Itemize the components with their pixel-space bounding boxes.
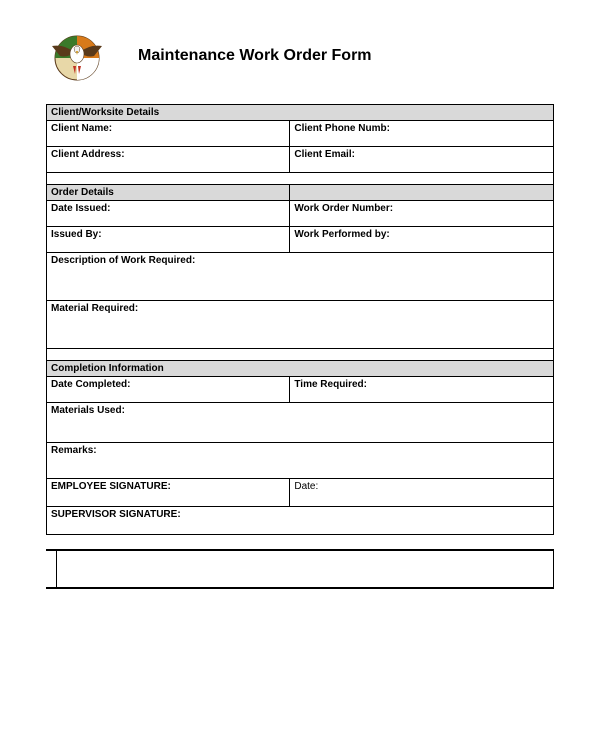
field-issued-by: Issued By: — [47, 227, 290, 253]
spacer-row — [47, 349, 554, 361]
field-date-completed: Date Completed: — [47, 377, 290, 403]
logo-icon — [46, 28, 108, 84]
field-client-name: Client Name: — [47, 121, 290, 147]
field-signature-date: Date: — [290, 479, 554, 507]
section-order-header: Order Details — [47, 185, 290, 201]
section-client-header: Client/Worksite Details — [47, 105, 554, 121]
work-order-table: Client/Worksite Details Client Name: Cli… — [46, 104, 554, 535]
field-date-issued: Date Issued: — [47, 201, 290, 227]
section-completion-header: Completion Information — [47, 361, 554, 377]
field-client-phone: Client Phone Numb: — [290, 121, 554, 147]
field-materials-used: Materials Used: — [47, 403, 554, 443]
field-time-required: Time Required: — [290, 377, 554, 403]
field-work-performed-by: Work Performed by: — [290, 227, 554, 253]
bottom-box — [46, 549, 554, 589]
section-order-header-right — [290, 185, 554, 201]
field-remarks: Remarks: — [47, 443, 554, 479]
field-client-address: Client Address: — [47, 147, 290, 173]
field-work-order-number: Work Order Number: — [290, 201, 554, 227]
field-description: Description of Work Required: — [47, 253, 554, 301]
spacer-row — [47, 173, 554, 185]
field-material-required: Material Required: — [47, 301, 554, 349]
field-employee-signature: EMPLOYEE SIGNATURE: — [47, 479, 290, 507]
field-client-email: Client Email: — [290, 147, 554, 173]
form-header: Maintenance Work Order Form — [46, 28, 554, 84]
field-supervisor-signature: SUPERVISOR SIGNATURE: — [47, 507, 554, 535]
form-title: Maintenance Work Order Form — [138, 47, 372, 65]
